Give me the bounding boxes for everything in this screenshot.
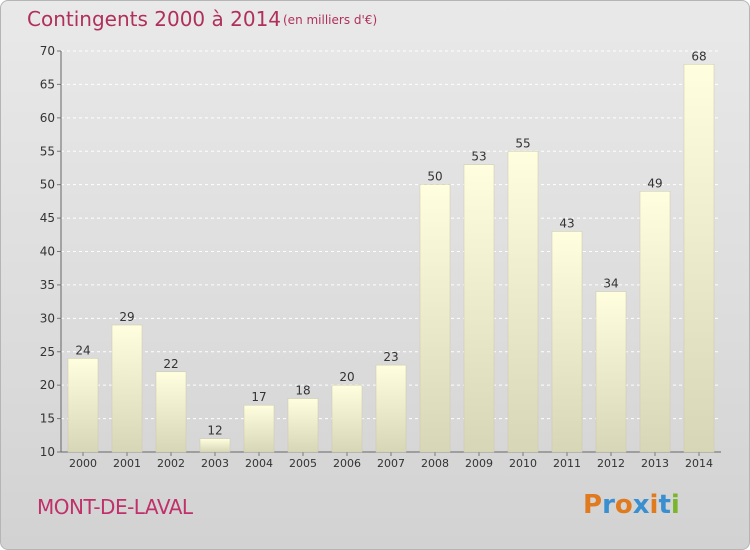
y-tick-label: 65 — [40, 77, 55, 91]
bar-2012 — [595, 291, 627, 453]
bar-value-label: 68 — [691, 49, 706, 63]
x-tick-label: 2003 — [201, 457, 229, 470]
y-tick-label: 40 — [40, 245, 55, 259]
y-tick-label: 45 — [40, 211, 55, 225]
bar-value-label: 49 — [647, 176, 662, 190]
bar-value-label: 50 — [427, 170, 442, 184]
bar-2000 — [67, 358, 99, 453]
y-tick-label: 25 — [40, 345, 55, 359]
bar-value-label: 23 — [383, 350, 398, 364]
logo-letter: i — [670, 490, 680, 520]
bar-value-label: 24 — [75, 343, 90, 357]
y-tick-label: 10 — [40, 445, 55, 459]
bar-2007 — [375, 364, 407, 453]
bar-value-label: 20 — [339, 370, 354, 384]
bars — [67, 64, 715, 453]
bar-value-label: 18 — [295, 384, 310, 398]
y-tick-label: 60 — [40, 111, 55, 125]
bar-2013 — [639, 191, 671, 453]
bar-2010 — [507, 151, 539, 453]
bar-value-label: 12 — [207, 424, 222, 438]
bar-value-label: 17 — [251, 390, 266, 404]
x-tick-label: 2008 — [421, 457, 449, 470]
bar-value-label: 43 — [559, 216, 574, 230]
bar-value-label: 22 — [163, 357, 178, 371]
y-tick-label: 70 — [40, 44, 55, 58]
bar-2002 — [155, 371, 187, 453]
logo-letter: t — [658, 490, 671, 520]
bar-2006 — [331, 384, 363, 453]
bar-value-label: 34 — [603, 277, 618, 291]
bar-2014 — [683, 64, 715, 453]
bar-value-label: 29 — [119, 310, 134, 324]
x-tick-label: 2004 — [245, 457, 273, 470]
y-tick-label: 20 — [40, 378, 55, 392]
x-tick-label: 2011 — [553, 457, 581, 470]
proxiti-logo: Proxiti — [583, 490, 680, 520]
x-tick-label: 2005 — [289, 457, 317, 470]
bar-2001 — [111, 324, 143, 453]
logo-letter: r — [602, 490, 615, 520]
bar-2011 — [551, 231, 583, 453]
logo-letter: x — [632, 490, 650, 520]
y-tick-label: 50 — [40, 178, 55, 192]
x-tick-label: 2012 — [597, 457, 625, 470]
bar-value-label: 55 — [515, 136, 530, 150]
logo-letter: o — [614, 490, 633, 520]
x-tick-label: 2010 — [509, 457, 537, 470]
y-tick-label: 15 — [40, 412, 55, 426]
x-tick-label: 2007 — [377, 457, 405, 470]
place-name: MONT-DE-LAVAL — [37, 495, 193, 519]
bar-2005 — [287, 398, 319, 453]
y-tick-label: 30 — [40, 311, 55, 325]
logo-letter: P — [583, 490, 603, 520]
x-tick-label: 2014 — [685, 457, 713, 470]
y-tick-label: 55 — [40, 144, 55, 158]
x-tick-label: 2006 — [333, 457, 361, 470]
bar-value-label: 53 — [471, 150, 486, 164]
chart-title: Contingents 2000 à 2014 — [27, 7, 282, 31]
x-tick-label: 2002 — [157, 457, 185, 470]
x-tick-label: 2009 — [465, 457, 493, 470]
x-tick-label: 2013 — [641, 457, 669, 470]
x-tick-label: 2000 — [69, 457, 97, 470]
x-tick-label: 2001 — [113, 457, 141, 470]
y-tick-label: 35 — [40, 278, 55, 292]
logo-letter: i — [649, 490, 659, 520]
chart-unit: (en milliers d'€) — [283, 13, 378, 27]
labels: 10 15 20 25 30 35 40 45 50 55 60 65 70 24 2000 29 2001 22… — [40, 44, 713, 470]
bar-2008 — [419, 184, 451, 453]
bar-2004 — [243, 404, 275, 453]
bar-2003 — [199, 438, 231, 453]
bar-2009 — [463, 164, 495, 453]
